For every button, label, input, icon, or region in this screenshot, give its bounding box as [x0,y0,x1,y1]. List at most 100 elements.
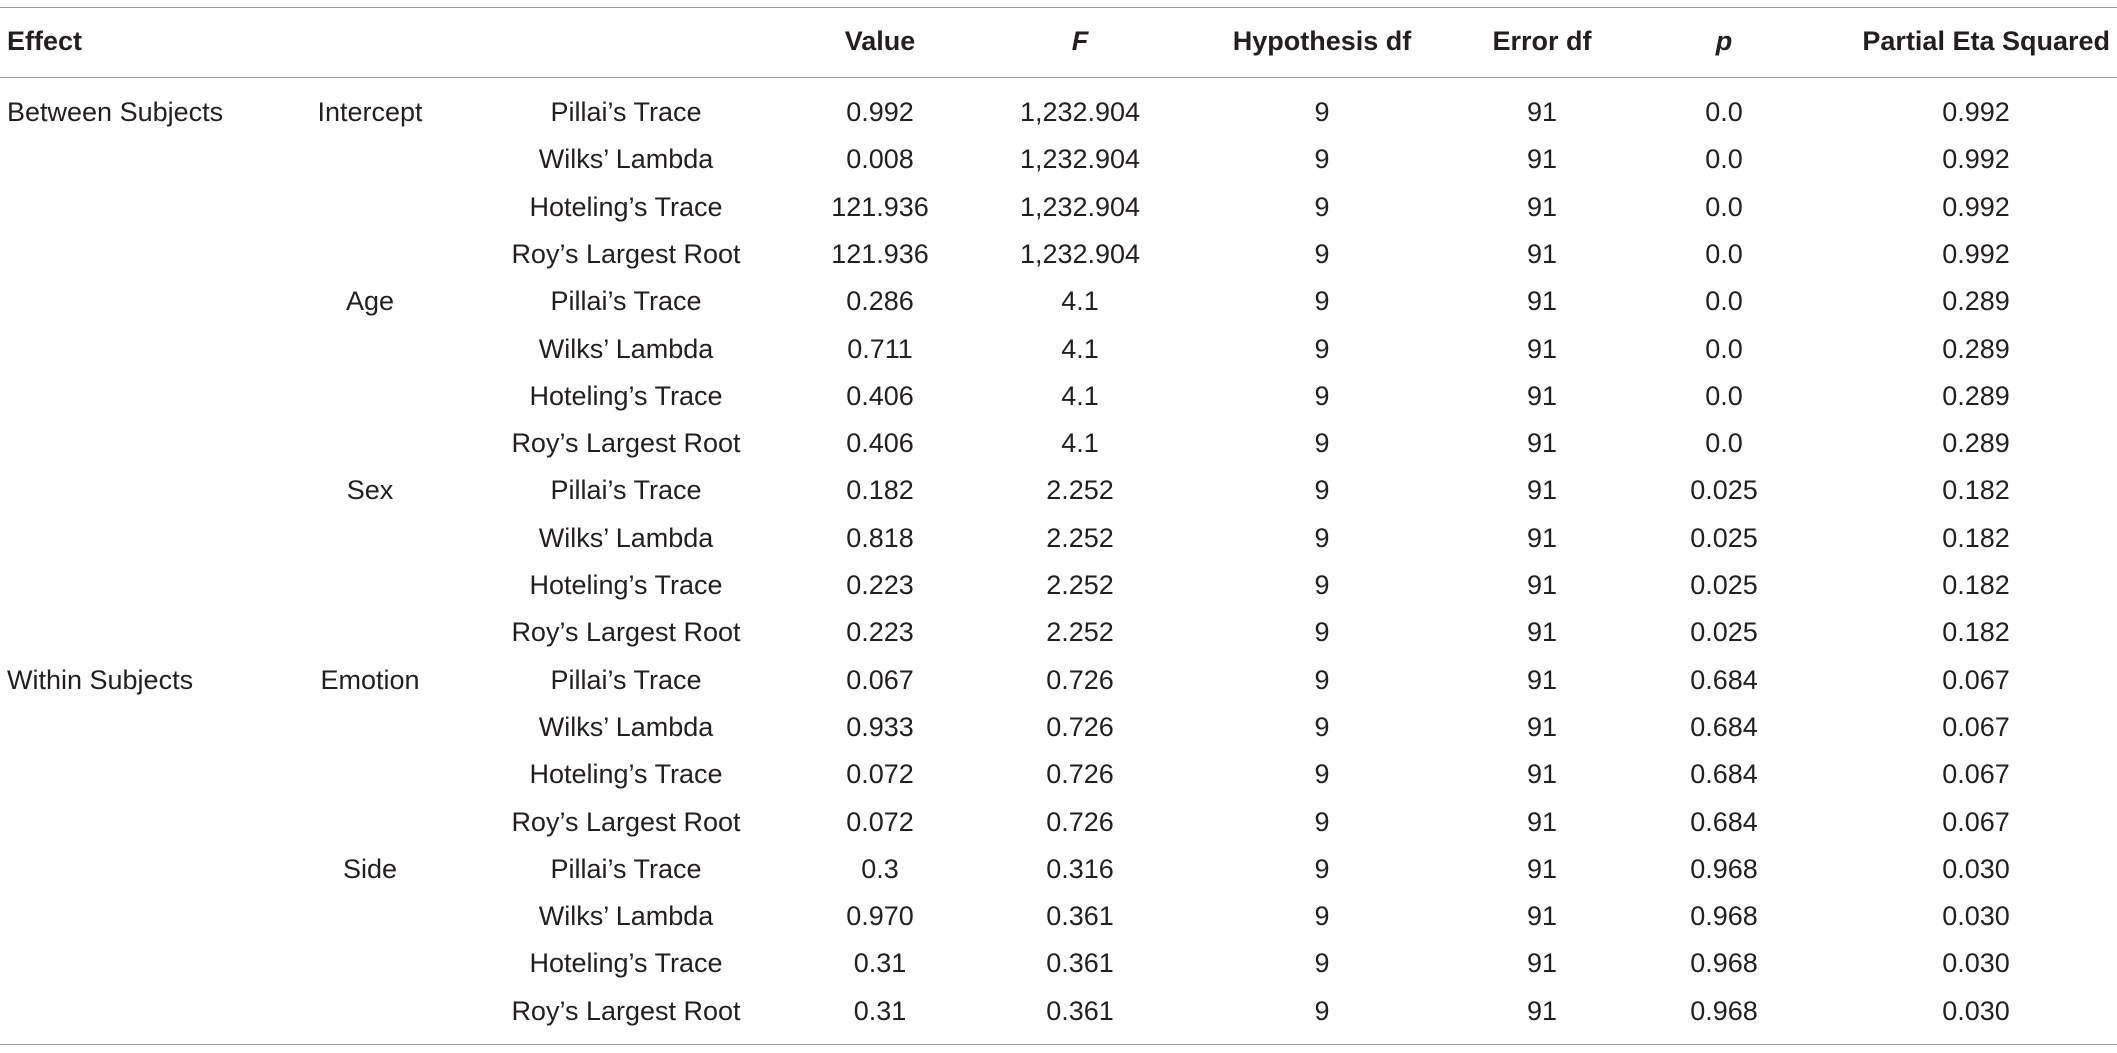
cell-value: 0.289 [1942,380,2010,411]
cell-value: 0.818 [846,522,914,553]
header-rule [0,77,2117,78]
cell-value: 91 [1526,617,1558,648]
cell-value: 4.1 [1061,428,1099,459]
cell-value: 0.067 [1942,711,2010,742]
cell-value: 9 [1314,806,1330,837]
cell-value: 9 [1314,191,1330,222]
cell-value: 0.008 [846,144,914,175]
test-name: Roy’s Largest Root [511,238,741,269]
test-name: Roy’s Largest Root [511,995,741,1026]
cell-value: 0.072 [846,759,914,790]
cell-value: 4.1 [1061,286,1099,317]
cell-value: 0.182 [1942,617,2010,648]
cell-value: 2.252 [1046,475,1114,506]
test-name: Pillai’s Trace [550,286,702,317]
cell-value: 0.182 [846,475,914,506]
cell-value: 0.968 [1690,948,1758,979]
effect-label: Age [345,286,395,317]
cell-value: 91 [1526,806,1558,837]
cell-value: 0.025 [1690,570,1758,600]
cell-value: 91 [1526,522,1558,553]
cell-value: 9 [1314,664,1330,695]
cell-value: 0.406 [846,380,914,411]
cell-value: 0.030 [1942,948,2010,979]
cell-value: 0.182 [1942,522,2010,553]
cell-value: 0.992 [1942,191,2010,222]
cell-value: 91 [1526,380,1558,411]
cell-value: 9 [1314,428,1330,459]
cell-value: 0.025 [1690,522,1758,553]
cell-value: 0.726 [1046,806,1114,837]
test-name: Roy’s Largest Root [511,428,741,459]
cell-value: 0.726 [1046,711,1114,742]
test-name: Hoteling’s Trace [529,380,723,411]
cell-value: 1,232.904 [1019,238,1141,269]
cell-value: 9 [1314,333,1330,364]
cell-value: 0.223 [846,570,914,600]
cell-value: 0.711 [847,333,913,364]
test-name: Pillai’s Trace [550,853,702,884]
cell-value: 0.072 [846,806,914,837]
cell-value: 0.0 [1705,286,1743,317]
test-name: Roy’s Largest Root [511,617,741,648]
cell-value: 1,232.904 [1019,144,1141,175]
cell-value: 0.067 [1942,664,2010,695]
column-header: Partial Eta Squared [1862,26,2110,56]
test-name: Hoteling’s Trace [529,759,723,790]
cell-value: 0.030 [1942,853,2010,884]
cell-value: 4.1 [1061,380,1099,411]
cell-value: 0.030 [1942,995,2010,1026]
test-name: Wilks’ Lambda [538,144,714,175]
column-header: Hypothesis df [1232,26,1412,56]
cell-value: 9 [1314,901,1330,932]
cell-value: 1,232.904 [1019,191,1141,222]
group-label: Within Subjects [7,664,194,695]
cell-value: 2.252 [1046,570,1114,600]
cell-value: 91 [1526,238,1558,269]
bottom-rule [0,1044,2117,1045]
cell-value: 0.030 [1942,901,2010,932]
cell-value: 4.1 [1061,333,1099,364]
cell-value: 0.361 [1046,901,1114,932]
top-rule [0,7,2117,8]
cell-value: 0.182 [1942,570,2010,600]
cell-value: 0.684 [1690,711,1758,742]
cell-value: 0.316 [1046,853,1114,884]
cell-value: 9 [1314,995,1330,1026]
cell-value: 91 [1526,995,1558,1026]
cell-value: 0.992 [846,97,914,127]
cell-value: 0.361 [1046,948,1114,979]
column-header: F [1071,26,1089,56]
cell-value: 0.970 [846,901,914,932]
cell-value: 91 [1526,428,1558,459]
cell-value: 91 [1526,475,1558,506]
cell-value: 9 [1314,570,1330,600]
cell-value: 0.025 [1690,617,1758,648]
column-header: Effect [7,26,83,56]
column-header: Error df [1492,26,1592,56]
cell-value: 0.992 [1942,144,2010,175]
cell-value: 1,232.904 [1019,97,1141,127]
cell-value: 91 [1526,664,1558,695]
cell-value: 91 [1526,97,1558,127]
test-name: Roy’s Largest Root [511,806,741,837]
cell-value: 91 [1526,948,1558,979]
effect-label: Emotion [320,664,420,695]
test-name: Hoteling’s Trace [529,948,723,979]
cell-value: 9 [1314,948,1330,979]
cell-value: 0.0 [1705,191,1743,222]
cell-value: 0.0 [1705,333,1743,364]
test-name: Wilks’ Lambda [538,901,714,932]
cell-value: 9 [1314,380,1330,411]
cell-value: 0.361 [1046,995,1114,1026]
cell-value: 0.968 [1690,901,1758,932]
cell-value: 0.726 [1046,664,1114,695]
cell-value: 91 [1526,286,1558,317]
test-name: Wilks’ Lambda [538,711,714,742]
cell-value: 2.252 [1046,522,1114,553]
cell-value: 9 [1314,522,1330,553]
cell-value: 0.3 [861,853,899,884]
cell-value: 9 [1314,144,1330,175]
cell-value: 0.067 [846,664,914,695]
